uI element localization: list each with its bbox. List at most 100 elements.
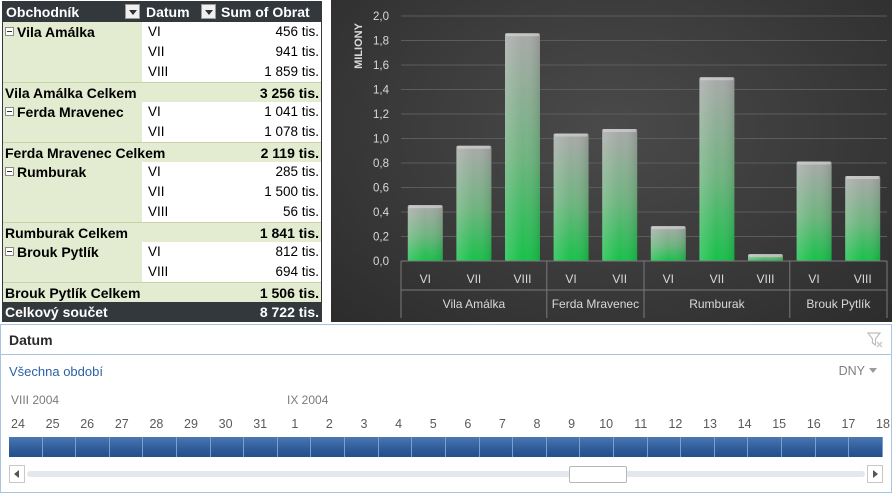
month-cell: VIII (148, 264, 169, 279)
timeline-day-cell[interactable] (412, 437, 446, 457)
timeline-day-cell[interactable] (177, 437, 211, 457)
group-brouk-pytlik[interactable]: Brouk Pytlík (3, 242, 143, 282)
table-row: VI 456 tis. (143, 22, 321, 42)
month-cell: VI (148, 164, 161, 179)
y-tick-label: 0,4 (373, 207, 390, 219)
subtotal-row: Vila Amálka Celkem 3 256 tis. (3, 82, 321, 102)
merchant-filter-dropdown-icon[interactable] (125, 4, 140, 19)
timeline-day-cell[interactable] (816, 437, 850, 457)
timeline-day-label: 29 (184, 417, 198, 431)
timeline-day-cell[interactable] (244, 437, 278, 457)
chart-bar-cap (603, 128, 637, 132)
time-level-dropdown[interactable]: DNY (839, 364, 877, 378)
chart-bar-shine (505, 33, 540, 262)
scroll-right-icon[interactable] (867, 465, 883, 483)
timeline-day-label: 14 (737, 417, 752, 431)
timeline-slicer: Datum Všechna období DNY VIII 2004 IX 20… (0, 324, 892, 493)
group-rumburak[interactable]: Rumburak (3, 162, 143, 222)
chart-bar-cap (457, 145, 491, 149)
table-row: VIII 694 tis. (143, 262, 321, 282)
collapse-icon[interactable] (5, 107, 14, 116)
grand-total-row: Celkový součet 8 722 tis. (3, 302, 321, 322)
y-axis-title: MILIONY (353, 22, 365, 68)
chart-bar-cap (554, 133, 588, 137)
timeline-day-cell[interactable] (379, 437, 413, 457)
x-tick-label: VIII (854, 272, 872, 286)
timeline-day-cell[interactable] (311, 437, 346, 457)
subtotal-value: 2 119 tis. (260, 145, 319, 161)
timeline-day-label: 24 (11, 417, 25, 431)
timeline-day-cell[interactable] (43, 437, 77, 457)
header-sum: Sum of Obrat (218, 2, 321, 22)
grand-total-label: Celkový součet (5, 304, 108, 320)
timeline-day-cell[interactable] (849, 437, 883, 457)
timeline-selection-bar[interactable] (9, 437, 883, 457)
value-cell: 812 tis. (275, 244, 319, 259)
date-filter-dropdown-icon[interactable] (201, 4, 216, 19)
timeline-day-cell[interactable] (446, 437, 480, 457)
chart-bar-cap (797, 161, 831, 165)
time-level-label: DNY (838, 364, 865, 378)
y-tick-label: 0,6 (373, 183, 389, 195)
x-tick-label: VII (467, 272, 482, 286)
value-cell: 694 tis. (275, 264, 319, 279)
scroll-thumb[interactable] (569, 466, 627, 483)
timeline-day-label: 27 (114, 417, 129, 431)
timeline-day-cell[interactable] (715, 437, 749, 457)
month-cell: VI (148, 24, 161, 39)
subtotal-label: Rumburak Celkem (5, 225, 128, 241)
chart-bar-cap (408, 205, 442, 209)
timeline-day-cell[interactable] (782, 437, 816, 457)
scroll-left-icon[interactable] (9, 465, 25, 483)
value-cell: 456 tis. (275, 24, 319, 39)
timeline-day-label: 13 (703, 417, 717, 431)
timeline-day-cell[interactable] (110, 437, 144, 457)
x-tick-label: VII (710, 272, 725, 286)
header-date-label: Datum (146, 4, 190, 20)
y-tick-label: 2,0 (373, 11, 389, 23)
y-tick-label: 1,2 (373, 109, 389, 121)
timeline-day-cell[interactable] (748, 437, 783, 457)
timeline-day-cell[interactable] (513, 437, 547, 457)
timeline-day-cell[interactable] (480, 437, 514, 457)
timeline-header: Datum (1, 325, 891, 355)
timeline-day-cell[interactable] (278, 437, 312, 457)
timeline-day-cell[interactable] (211, 437, 245, 457)
timeline-day-cell[interactable] (580, 437, 614, 457)
group-ferda-mravenec[interactable]: Ferda Mravenec (3, 102, 143, 142)
timeline-month-label: VIII 2004 (11, 393, 60, 407)
grand-total-value: 8 722 tis. (259, 304, 319, 320)
value-cell: 1 078 tis. (264, 124, 319, 139)
table-row: VIII 1 859 tis. (143, 62, 321, 82)
chart-bar-cap (506, 33, 539, 37)
collapse-icon[interactable] (5, 167, 14, 176)
y-tick-label: 1,6 (373, 60, 389, 72)
collapse-icon[interactable] (5, 27, 14, 36)
timeline-day-cell[interactable] (648, 437, 682, 457)
pivot-chart[interactable]: 0,0 0,2 0,4 0,6 0,8 1,0 1,2 1,4 1,6 1,8 2,0 MILIONY… (331, 0, 892, 322)
collapse-icon[interactable] (5, 247, 14, 256)
timeline-day-cell[interactable] (76, 437, 110, 457)
timeline-day-cell[interactable] (681, 437, 715, 457)
scroll-track[interactable] (27, 471, 865, 477)
x-group-label: Brouk Pytlík (806, 297, 871, 311)
timeline-day-cell[interactable] (547, 437, 581, 457)
x-group-label: Ferda Mravenec (552, 297, 639, 311)
group-vila-amalka[interactable]: Vila Amálka (3, 22, 143, 82)
timeline-scrollbar[interactable] (9, 465, 883, 483)
timeline-day-cell[interactable] (143, 437, 178, 457)
timeline-day-cell[interactable] (345, 437, 379, 457)
x-tick-label: VI (420, 272, 431, 286)
group-name: Brouk Pytlík (17, 244, 99, 260)
timeline-day-label: 25 (45, 417, 60, 431)
timeline-day-label: 12 (668, 417, 683, 431)
subtotal-value: 3 256 tis. (259, 85, 319, 101)
header-sum-label: Sum of Obrat (221, 4, 310, 20)
clear-filter-icon[interactable] (867, 331, 883, 349)
subtotal-label: Vila Amálka Celkem (5, 85, 137, 101)
timeline-day-label: 6 (464, 417, 472, 431)
timeline-day-cell[interactable] (9, 437, 43, 457)
subtotal-row: Brouk Pytlík Celkem 1 506 tis. (3, 282, 321, 302)
timeline-day-cell[interactable] (614, 437, 648, 457)
value-cell: 1 500 tis. (264, 184, 319, 199)
